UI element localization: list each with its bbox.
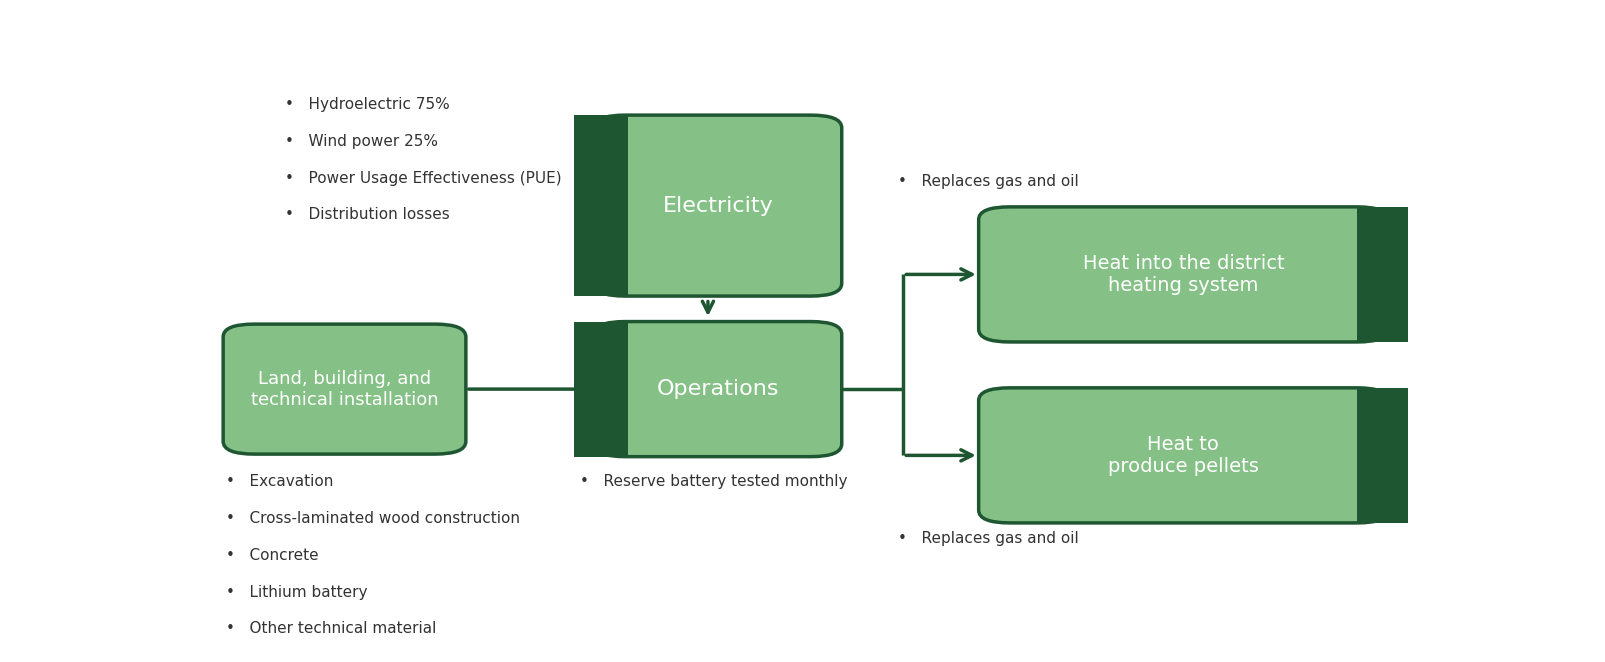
Bar	[594, 115, 628, 296]
FancyBboxPatch shape	[223, 324, 465, 454]
Bar	[594, 322, 628, 457]
FancyBboxPatch shape	[977, 207, 1387, 342]
Text: Heat into the district
heating system: Heat into the district heating system	[1082, 254, 1284, 295]
Bar	[1356, 388, 1408, 523]
Text: •   Replaces gas and oil: • Replaces gas and oil	[897, 173, 1079, 189]
Text: •   Power Usage Effectiveness (PUE): • Power Usage Effectiveness (PUE)	[286, 171, 562, 185]
Text: Heat to
produce pellets: Heat to produce pellets	[1107, 435, 1258, 476]
Bar	[575, 322, 624, 457]
Text: •   Cross-laminated wood construction: • Cross-laminated wood construction	[225, 511, 520, 526]
Text: •   Concrete: • Concrete	[225, 548, 318, 563]
Text: •   Reserve battery tested monthly: • Reserve battery tested monthly	[579, 475, 847, 489]
Text: •   Excavation: • Excavation	[225, 475, 332, 489]
Text: Operations: Operations	[656, 379, 778, 399]
Text: Land, building, and
technical installation: Land, building, and technical installati…	[250, 369, 438, 408]
Bar	[1356, 207, 1408, 342]
Text: •   Hydroelectric 75%: • Hydroelectric 75%	[286, 97, 449, 113]
Text: •   Other technical material: • Other technical material	[225, 622, 435, 636]
Text: Electricity: Electricity	[663, 195, 772, 216]
Bar	[575, 115, 624, 296]
Text: •   Lithium battery: • Lithium battery	[225, 585, 368, 600]
FancyBboxPatch shape	[594, 115, 841, 296]
Text: •   Wind power 25%: • Wind power 25%	[286, 134, 438, 149]
Text: •   Distribution losses: • Distribution losses	[286, 207, 449, 222]
FancyBboxPatch shape	[977, 388, 1387, 523]
Text: •   Replaces gas and oil: • Replaces gas and oil	[897, 530, 1079, 545]
FancyBboxPatch shape	[594, 322, 841, 457]
